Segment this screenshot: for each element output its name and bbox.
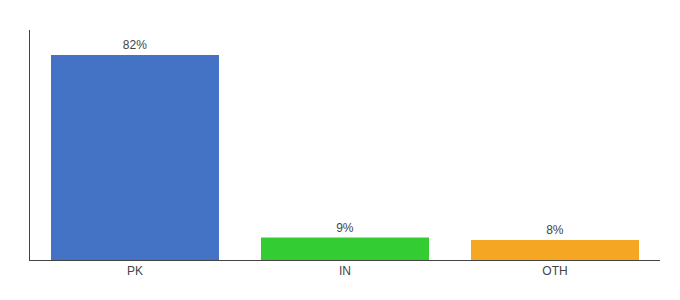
svg-text:8%: 8% (546, 223, 564, 237)
svg-text:OTH: OTH (542, 264, 567, 278)
svg-text:PK: PK (127, 264, 143, 278)
svg-text:IN: IN (339, 264, 351, 278)
svg-text:9%: 9% (336, 221, 354, 235)
svg-text:82%: 82% (123, 38, 147, 52)
